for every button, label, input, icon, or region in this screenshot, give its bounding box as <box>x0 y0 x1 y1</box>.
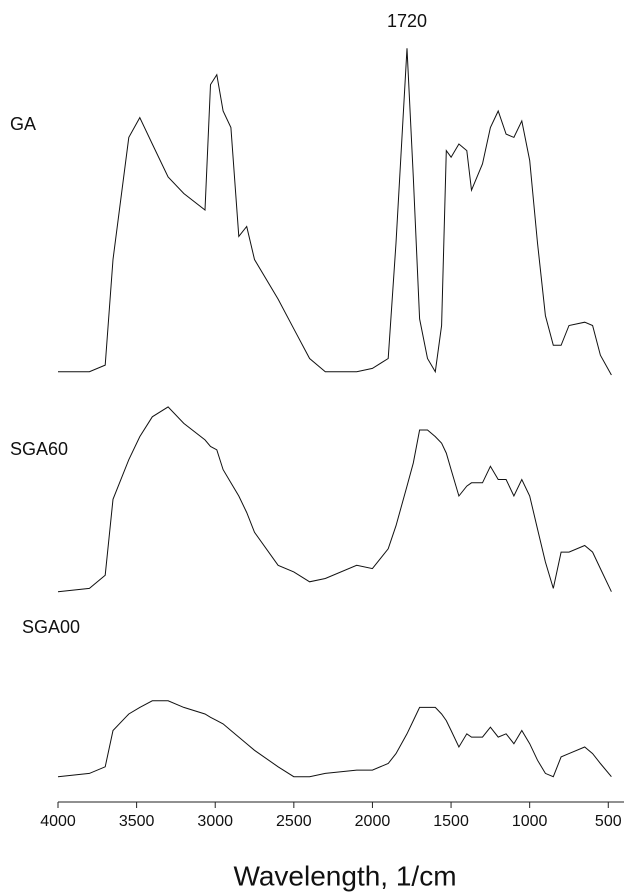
x-tick-label: 2500 <box>276 813 312 830</box>
x-axis-label: Wavelength, 1/cm <box>233 860 456 891</box>
spectrum-line <box>58 48 612 376</box>
spectrum-line <box>57 700 612 778</box>
x-tick-label: 1000 <box>512 813 548 830</box>
spectrum-line <box>57 406 612 593</box>
x-tick-label: 1500 <box>433 813 469 830</box>
x-tick-label: 4000 <box>40 813 76 830</box>
annotation: 1720 <box>387 11 427 31</box>
series-label: GA <box>10 114 36 134</box>
x-tick-label: 500 <box>595 813 622 830</box>
x-tick-label: 3500 <box>119 813 155 830</box>
x-tick-label: 3000 <box>197 813 233 830</box>
x-tick-label: 2000 <box>355 813 391 830</box>
series-label: SGA00 <box>22 617 80 637</box>
series-label: SGA60 <box>10 439 68 459</box>
